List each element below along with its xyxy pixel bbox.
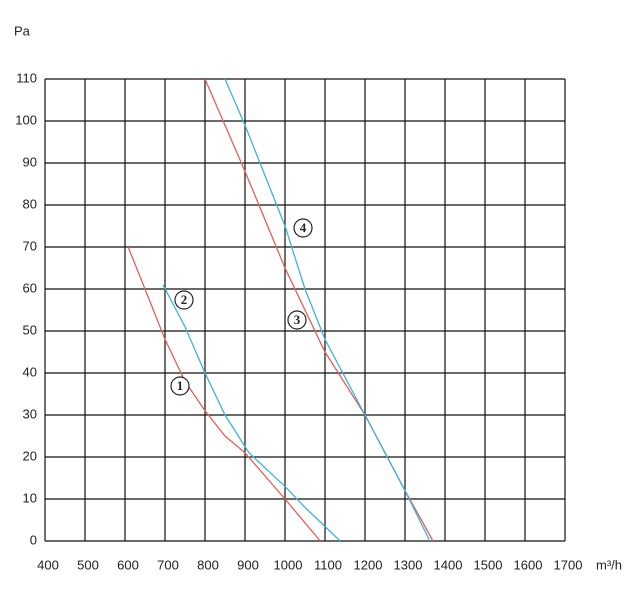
y-tick-label: 10 bbox=[23, 490, 37, 505]
curve-label: 4 bbox=[293, 218, 313, 238]
y-tick-label: 40 bbox=[23, 364, 37, 379]
x-tick-label: 1400 bbox=[434, 557, 463, 572]
curve-label: 2 bbox=[174, 290, 194, 310]
x-tick-label: 1600 bbox=[514, 557, 543, 572]
label-circle bbox=[174, 290, 194, 310]
curve-number: 2 bbox=[181, 292, 188, 307]
curve-number: 4 bbox=[300, 220, 307, 235]
y-tick-label: 110 bbox=[16, 70, 37, 85]
curve-label: 1 bbox=[170, 376, 190, 396]
x-tick-label: 400 bbox=[37, 557, 59, 572]
x-tick-label: 600 bbox=[117, 557, 139, 572]
y-axis-label: Pa bbox=[14, 23, 31, 38]
curve-number: 3 bbox=[294, 312, 301, 327]
series-line bbox=[224, 78, 431, 542]
x-tick-label: 1100 bbox=[314, 557, 342, 572]
series-line bbox=[204, 78, 434, 542]
y-tick-label: 50 bbox=[23, 322, 37, 337]
y-tick-label: 20 bbox=[23, 448, 37, 463]
x-tick-label: 1200 bbox=[354, 557, 383, 572]
label-circle bbox=[170, 376, 190, 396]
x-axis-label: m³/h bbox=[596, 557, 622, 572]
y-tick-label: 30 bbox=[23, 406, 37, 421]
x-tick-label: 1300 bbox=[394, 557, 423, 572]
y-tick-label: 0 bbox=[30, 532, 37, 547]
curve-label: 3 bbox=[287, 310, 307, 330]
label-circle bbox=[287, 310, 307, 330]
curve-number: 1 bbox=[177, 378, 184, 393]
label-circle bbox=[293, 218, 313, 238]
series-line bbox=[162, 284, 341, 542]
y-tick-label: 60 bbox=[23, 280, 37, 295]
y-tick-label: 90 bbox=[23, 154, 37, 169]
x-tick-label: 1000 bbox=[274, 557, 303, 572]
x-tick-label: 1700 bbox=[554, 557, 583, 572]
x-tick-label: 800 bbox=[197, 557, 219, 572]
x-tick-label: 900 bbox=[237, 557, 259, 572]
y-tick-label: 70 bbox=[23, 238, 37, 253]
x-tick-label: 1500 bbox=[474, 557, 503, 572]
y-tick-label: 80 bbox=[23, 196, 37, 211]
series-line bbox=[127, 246, 321, 542]
x-tick-label: 500 bbox=[77, 557, 99, 572]
y-tick-label: 100 bbox=[15, 112, 37, 127]
x-tick-label: 700 bbox=[157, 557, 179, 572]
